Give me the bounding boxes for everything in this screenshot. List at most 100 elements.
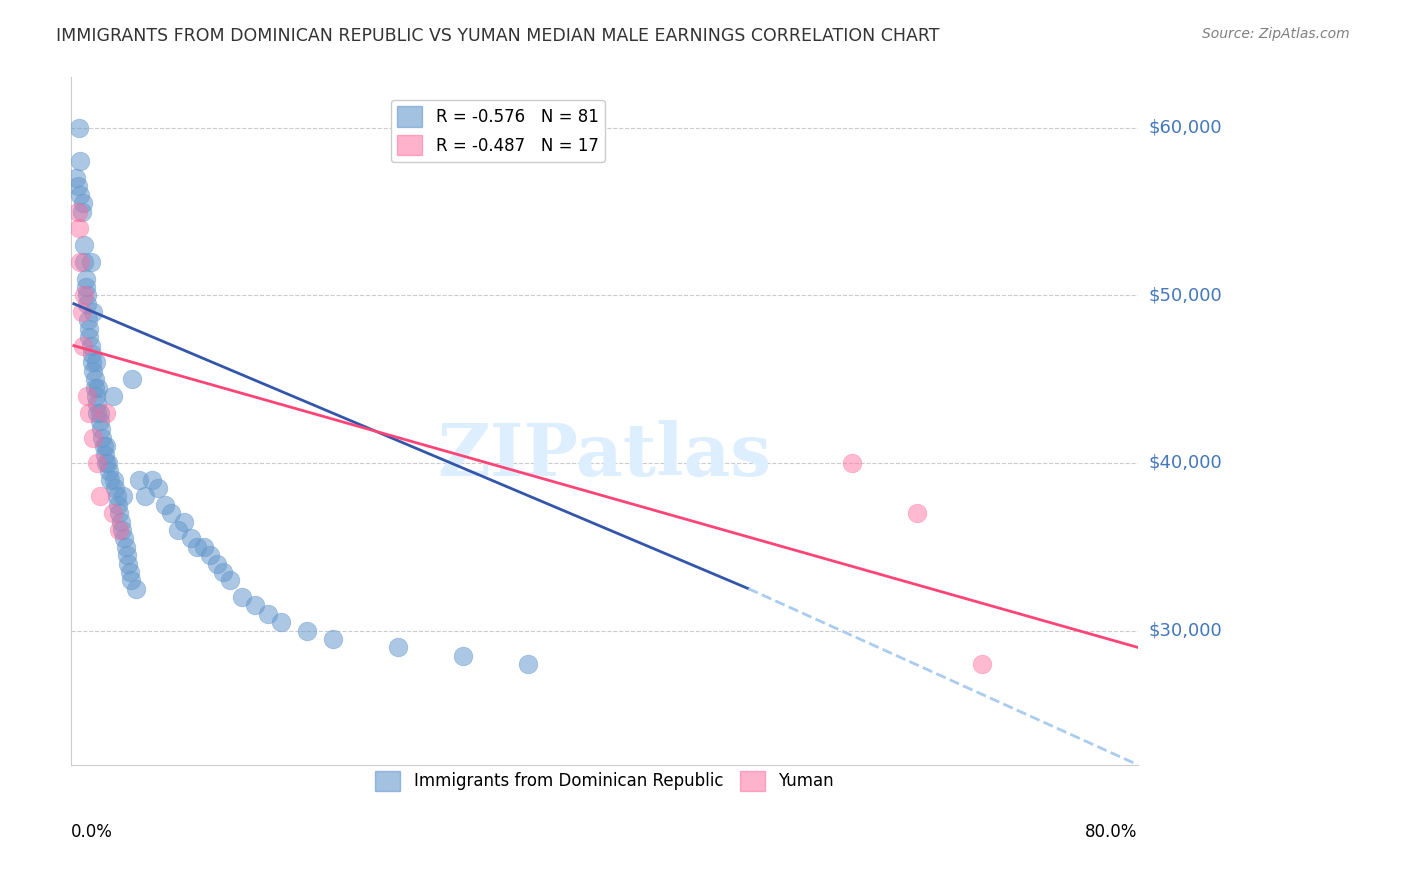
Point: [89, 490, 111, 504]
Point: [322, 632, 344, 646]
Point: [70, 305, 93, 319]
Point: [86, 406, 108, 420]
Point: [98, 473, 121, 487]
Point: [75, 280, 97, 294]
Text: $60,000: $60,000: [1149, 119, 1222, 136]
Point: [160, 506, 183, 520]
Point: [180, 532, 202, 546]
Point: [112, 490, 135, 504]
Point: [108, 523, 131, 537]
Point: [73, 288, 96, 302]
Point: [82, 305, 104, 319]
Point: [387, 640, 409, 655]
Point: [80, 347, 103, 361]
Text: IMMIGRANTS FROM DOMINICAN REPUBLIC VS YUMAN MEDIAN MALE EARNINGS CORRELATION CHA: IMMIGRANTS FROM DOMINICAN REPUBLIC VS YU…: [56, 27, 939, 45]
Point: [69, 187, 91, 202]
Point: [451, 648, 474, 663]
Point: [297, 624, 319, 638]
Point: [97, 464, 120, 478]
Point: [67, 221, 90, 235]
Point: [166, 523, 188, 537]
Point: [76, 297, 98, 311]
Point: [79, 322, 101, 336]
Point: [73, 255, 96, 269]
Point: [84, 389, 107, 403]
Point: [101, 389, 124, 403]
Point: [120, 574, 142, 588]
Point: [146, 481, 169, 495]
Point: [186, 540, 208, 554]
Point: [198, 548, 221, 562]
Legend: Immigrants from Dominican Republic, Yuman: Immigrants from Dominican Republic, Yuma…: [368, 764, 841, 797]
Point: [87, 380, 110, 394]
Point: [66, 204, 89, 219]
Point: [66, 179, 89, 194]
Point: [107, 498, 129, 512]
Point: [94, 448, 117, 462]
Point: [115, 548, 138, 562]
Point: [89, 414, 111, 428]
Point: [112, 532, 135, 546]
Point: [72, 196, 94, 211]
Text: $50,000: $50,000: [1149, 286, 1222, 304]
Point: [103, 473, 125, 487]
Point: [89, 406, 111, 420]
Point: [516, 657, 538, 672]
Point: [101, 506, 124, 520]
Text: Source: ZipAtlas.com: Source: ZipAtlas.com: [1202, 27, 1350, 41]
Point: [86, 456, 108, 470]
Point: [76, 288, 98, 302]
Point: [153, 498, 176, 512]
Point: [90, 422, 112, 436]
Point: [76, 389, 98, 403]
Point: [80, 338, 103, 352]
Point: [212, 565, 235, 579]
Point: [69, 154, 91, 169]
Point: [86, 397, 108, 411]
Point: [69, 255, 91, 269]
Point: [104, 481, 127, 495]
Point: [134, 490, 156, 504]
Point: [205, 557, 228, 571]
Point: [70, 204, 93, 219]
Point: [141, 473, 163, 487]
Point: [96, 439, 118, 453]
Point: [96, 456, 118, 470]
Point: [118, 565, 141, 579]
Point: [80, 355, 103, 369]
Point: [84, 355, 107, 369]
Point: [96, 406, 118, 420]
Point: [79, 330, 101, 344]
Text: 80.0%: 80.0%: [1085, 823, 1137, 841]
Point: [67, 120, 90, 135]
Point: [93, 439, 115, 453]
Point: [97, 456, 120, 470]
Point: [108, 506, 131, 520]
Point: [111, 523, 134, 537]
Point: [970, 657, 993, 672]
Point: [65, 171, 87, 186]
Text: ZIPatlas: ZIPatlas: [437, 420, 772, 491]
Point: [75, 271, 97, 285]
Point: [173, 515, 195, 529]
Text: $40,000: $40,000: [1149, 454, 1222, 472]
Point: [841, 456, 863, 470]
Point: [77, 313, 100, 327]
Point: [245, 599, 267, 613]
Text: 0.0%: 0.0%: [72, 823, 112, 841]
Point: [82, 431, 104, 445]
Point: [193, 540, 215, 554]
Point: [79, 406, 101, 420]
Point: [125, 582, 148, 596]
Point: [231, 590, 253, 604]
Point: [114, 540, 136, 554]
Point: [91, 431, 114, 445]
Point: [218, 574, 240, 588]
Point: [73, 238, 96, 252]
Point: [121, 372, 143, 386]
Point: [110, 515, 132, 529]
Point: [117, 557, 139, 571]
Point: [128, 473, 150, 487]
Point: [83, 372, 105, 386]
Point: [257, 607, 280, 621]
